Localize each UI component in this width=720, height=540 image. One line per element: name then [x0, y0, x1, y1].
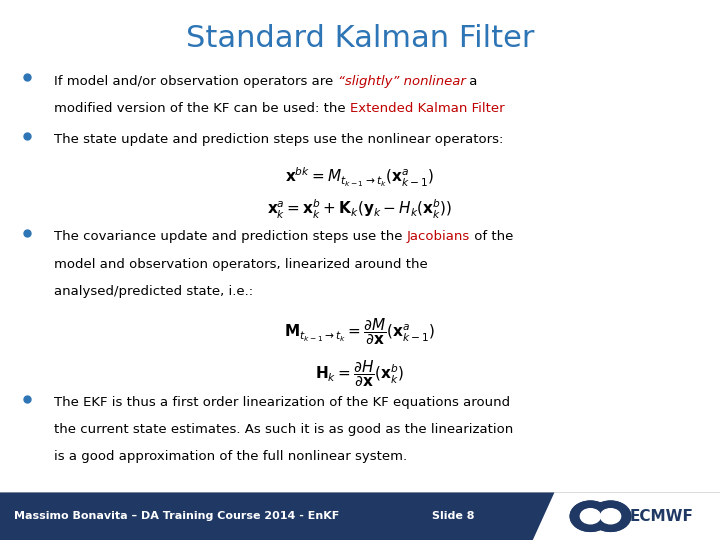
- Text: $\mathbf{x}^{bk} = \mathit{M}_{t_{k-1}\rightarrow t_k}(\mathbf{x}^{a}_{k-1})$: $\mathbf{x}^{bk} = \mathit{M}_{t_{k-1}\r…: [285, 166, 435, 190]
- Circle shape: [580, 509, 600, 524]
- Text: of the: of the: [470, 231, 513, 244]
- Text: a: a: [465, 75, 478, 87]
- Text: If model and/or observation operators are: If model and/or observation operators ar…: [54, 75, 338, 87]
- Text: the current state estimates. As such it is as good as the linearization: the current state estimates. As such it …: [54, 423, 513, 436]
- Text: model and observation operators, linearized around the: model and observation operators, lineari…: [54, 258, 428, 271]
- Text: Standard Kalman Filter: Standard Kalman Filter: [186, 24, 534, 53]
- Text: “slightly” nonlinear: “slightly” nonlinear: [338, 75, 465, 87]
- Text: The covariance update and prediction steps use the: The covariance update and prediction ste…: [54, 231, 407, 244]
- Circle shape: [570, 501, 611, 531]
- Text: $\mathbf{x}^{a}_{k} = \mathbf{x}^{b}_{k} + \mathbf{K}_{k}(\mathbf{y}_{k} - \math: $\mathbf{x}^{a}_{k} = \mathbf{x}^{b}_{k}…: [267, 198, 453, 221]
- Text: Slide 8: Slide 8: [432, 511, 474, 521]
- Circle shape: [590, 501, 631, 531]
- Text: $\mathbf{M}_{t_{k-1}\rightarrow t_{k}} = \dfrac{\partial \mathit{M}}{\partial \m: $\mathbf{M}_{t_{k-1}\rightarrow t_{k}} =…: [284, 316, 436, 347]
- Polygon shape: [0, 492, 554, 540]
- Circle shape: [590, 501, 631, 531]
- Text: Massimo Bonavita – DA Training Course 2014 - EnKF: Massimo Bonavita – DA Training Course 20…: [14, 511, 340, 521]
- Text: modified version of the KF can be used: the: modified version of the KF can be used: …: [54, 102, 350, 114]
- Circle shape: [600, 509, 621, 524]
- Text: $\mathbf{H}_{k} = \dfrac{\partial \mathit{H}}{\partial \mathbf{x}}(\mathbf{x}^{b: $\mathbf{H}_{k} = \dfrac{\partial \mathi…: [315, 358, 405, 389]
- Text: Extended Kalman Filter: Extended Kalman Filter: [350, 102, 505, 114]
- Text: Jacobians: Jacobians: [407, 231, 470, 244]
- Text: ECMWF: ECMWF: [630, 509, 694, 524]
- Text: analysed/predicted state, i.e.:: analysed/predicted state, i.e.:: [54, 285, 253, 298]
- Text: The EKF is thus a first order linearization of the KF equations around: The EKF is thus a first order linearizat…: [54, 396, 510, 409]
- Text: is a good approximation of the full nonlinear system.: is a good approximation of the full nonl…: [54, 450, 407, 463]
- Circle shape: [570, 501, 611, 531]
- Text: The state update and prediction steps use the nonlinear operators:: The state update and prediction steps us…: [54, 133, 503, 146]
